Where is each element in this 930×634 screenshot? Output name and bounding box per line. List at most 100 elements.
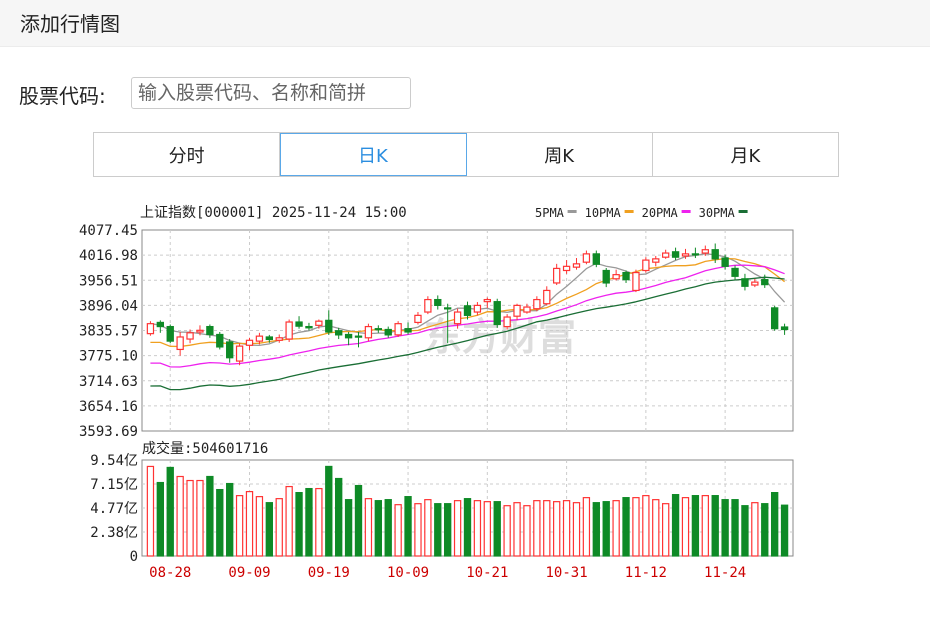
candle-body: [384, 328, 392, 336]
volume-bar: [364, 498, 373, 557]
volume-bar: [434, 503, 442, 557]
volume-bar: [681, 497, 690, 557]
x-tick-label: 10-09: [387, 565, 429, 581]
page-title: 添加行情图: [20, 12, 120, 36]
candle-body: [483, 298, 491, 303]
candle-body: [325, 319, 333, 333]
volume-bar: [255, 496, 264, 557]
title-bar: 添加行情图: [0, 0, 930, 47]
tab-weekly-k[interactable]: 周K: [467, 133, 653, 176]
tab-daily-k[interactable]: 日K: [280, 133, 467, 176]
candle-body: [156, 321, 165, 328]
volume-bar: [216, 488, 224, 557]
candle-body: [543, 289, 551, 305]
volume-bar: [523, 505, 531, 557]
candle-body: [662, 252, 670, 258]
volume-tick-label: 4.77亿: [90, 501, 138, 517]
candle-body: [513, 304, 521, 317]
candle-body: [285, 321, 293, 340]
price-tick-label: 3714.63: [79, 374, 138, 390]
candle-body: [592, 253, 600, 265]
candle-body: [364, 325, 373, 339]
volume-tick-label: 7.15亿: [90, 477, 138, 493]
volume-bar: [196, 479, 204, 557]
candle-body: [721, 257, 729, 267]
volume-bar: [533, 500, 541, 557]
legend-swatch: [567, 210, 577, 213]
volume-bar: [245, 490, 254, 557]
candle-body: [394, 323, 402, 336]
legend-swatch: [681, 210, 691, 213]
candle-body: [741, 278, 749, 287]
price-tick-label: 4016.98: [79, 248, 138, 264]
volume-bar: [612, 500, 620, 557]
volume-bar: [701, 495, 709, 557]
candle-body: [166, 325, 174, 342]
volume-bar: [315, 487, 323, 557]
volume-bar: [344, 499, 353, 557]
volume-bar: [602, 501, 610, 557]
kline-chart: 上证指数[000001] 2025-11-24 15:00 5PMA 10PMA 2…: [79, 205, 794, 581]
ma30-line: [150, 276, 785, 391]
candle-body: [255, 335, 264, 342]
volume-bar: [235, 495, 244, 557]
volume-bar: [424, 499, 432, 557]
candle-body: [780, 326, 789, 331]
candle-body: [731, 267, 739, 277]
x-tick-label: 09-09: [228, 565, 270, 581]
candle-body: [622, 271, 630, 281]
candle-body: [533, 298, 541, 310]
price-tick-label: 3654.16: [79, 399, 138, 415]
volume-bar: [206, 475, 214, 557]
volume-bar: [731, 499, 739, 557]
candle-body: [275, 337, 283, 341]
candle-body: [701, 249, 709, 254]
candle-body: [245, 339, 254, 346]
volume-bar: [721, 499, 729, 557]
candle-body: [770, 307, 779, 330]
x-tick-label: 10-31: [546, 565, 588, 581]
x-tick-label: 09-19: [308, 565, 350, 581]
volume-bar: [285, 485, 293, 557]
volume-tick-label: 2.38亿: [90, 525, 138, 541]
tab-intraday[interactable]: 分时: [94, 133, 281, 176]
volume-bar: [414, 503, 422, 557]
volume-bar: [384, 499, 392, 557]
stock-code-input[interactable]: [131, 77, 411, 109]
volume-bar: [265, 502, 273, 557]
volume-bar: [305, 487, 313, 557]
candle-body: [374, 328, 382, 331]
legend-label: 10PMA: [585, 206, 622, 220]
volume-tick-label: 9.54亿: [90, 453, 138, 469]
candle-body: [671, 251, 680, 258]
volume-bar: [483, 501, 491, 557]
candle-body: [414, 314, 422, 324]
candle-body: [216, 333, 224, 348]
volume-bar: [770, 492, 779, 557]
candle-body: [463, 305, 472, 316]
candle-body: [146, 323, 155, 335]
volume-bar: [453, 500, 462, 557]
candle-body: [503, 316, 511, 328]
legend-label: 30PMA: [699, 206, 736, 220]
candle-body: [354, 335, 363, 338]
volume-bar: [335, 477, 343, 557]
price-tick-label: 4077.45: [79, 223, 138, 239]
candle-body: [295, 321, 303, 327]
volume-bar: [176, 475, 184, 557]
candle-body: [711, 249, 719, 260]
volume-bar: [652, 499, 660, 557]
candle-body: [473, 304, 482, 313]
volume-bar: [582, 497, 591, 557]
tab-monthly-k[interactable]: 月K: [730, 145, 761, 167]
candle-body: [344, 333, 353, 339]
candle-body: [493, 301, 501, 326]
price-tick-label: 3956.51: [79, 273, 138, 289]
volume-bar: [572, 502, 581, 557]
volume-bar: [226, 482, 234, 557]
candle-body: [523, 306, 531, 313]
volume-bar: [146, 465, 155, 557]
candle-body: [553, 267, 561, 284]
volume-bar: [404, 496, 412, 557]
candle-body: [235, 345, 244, 362]
